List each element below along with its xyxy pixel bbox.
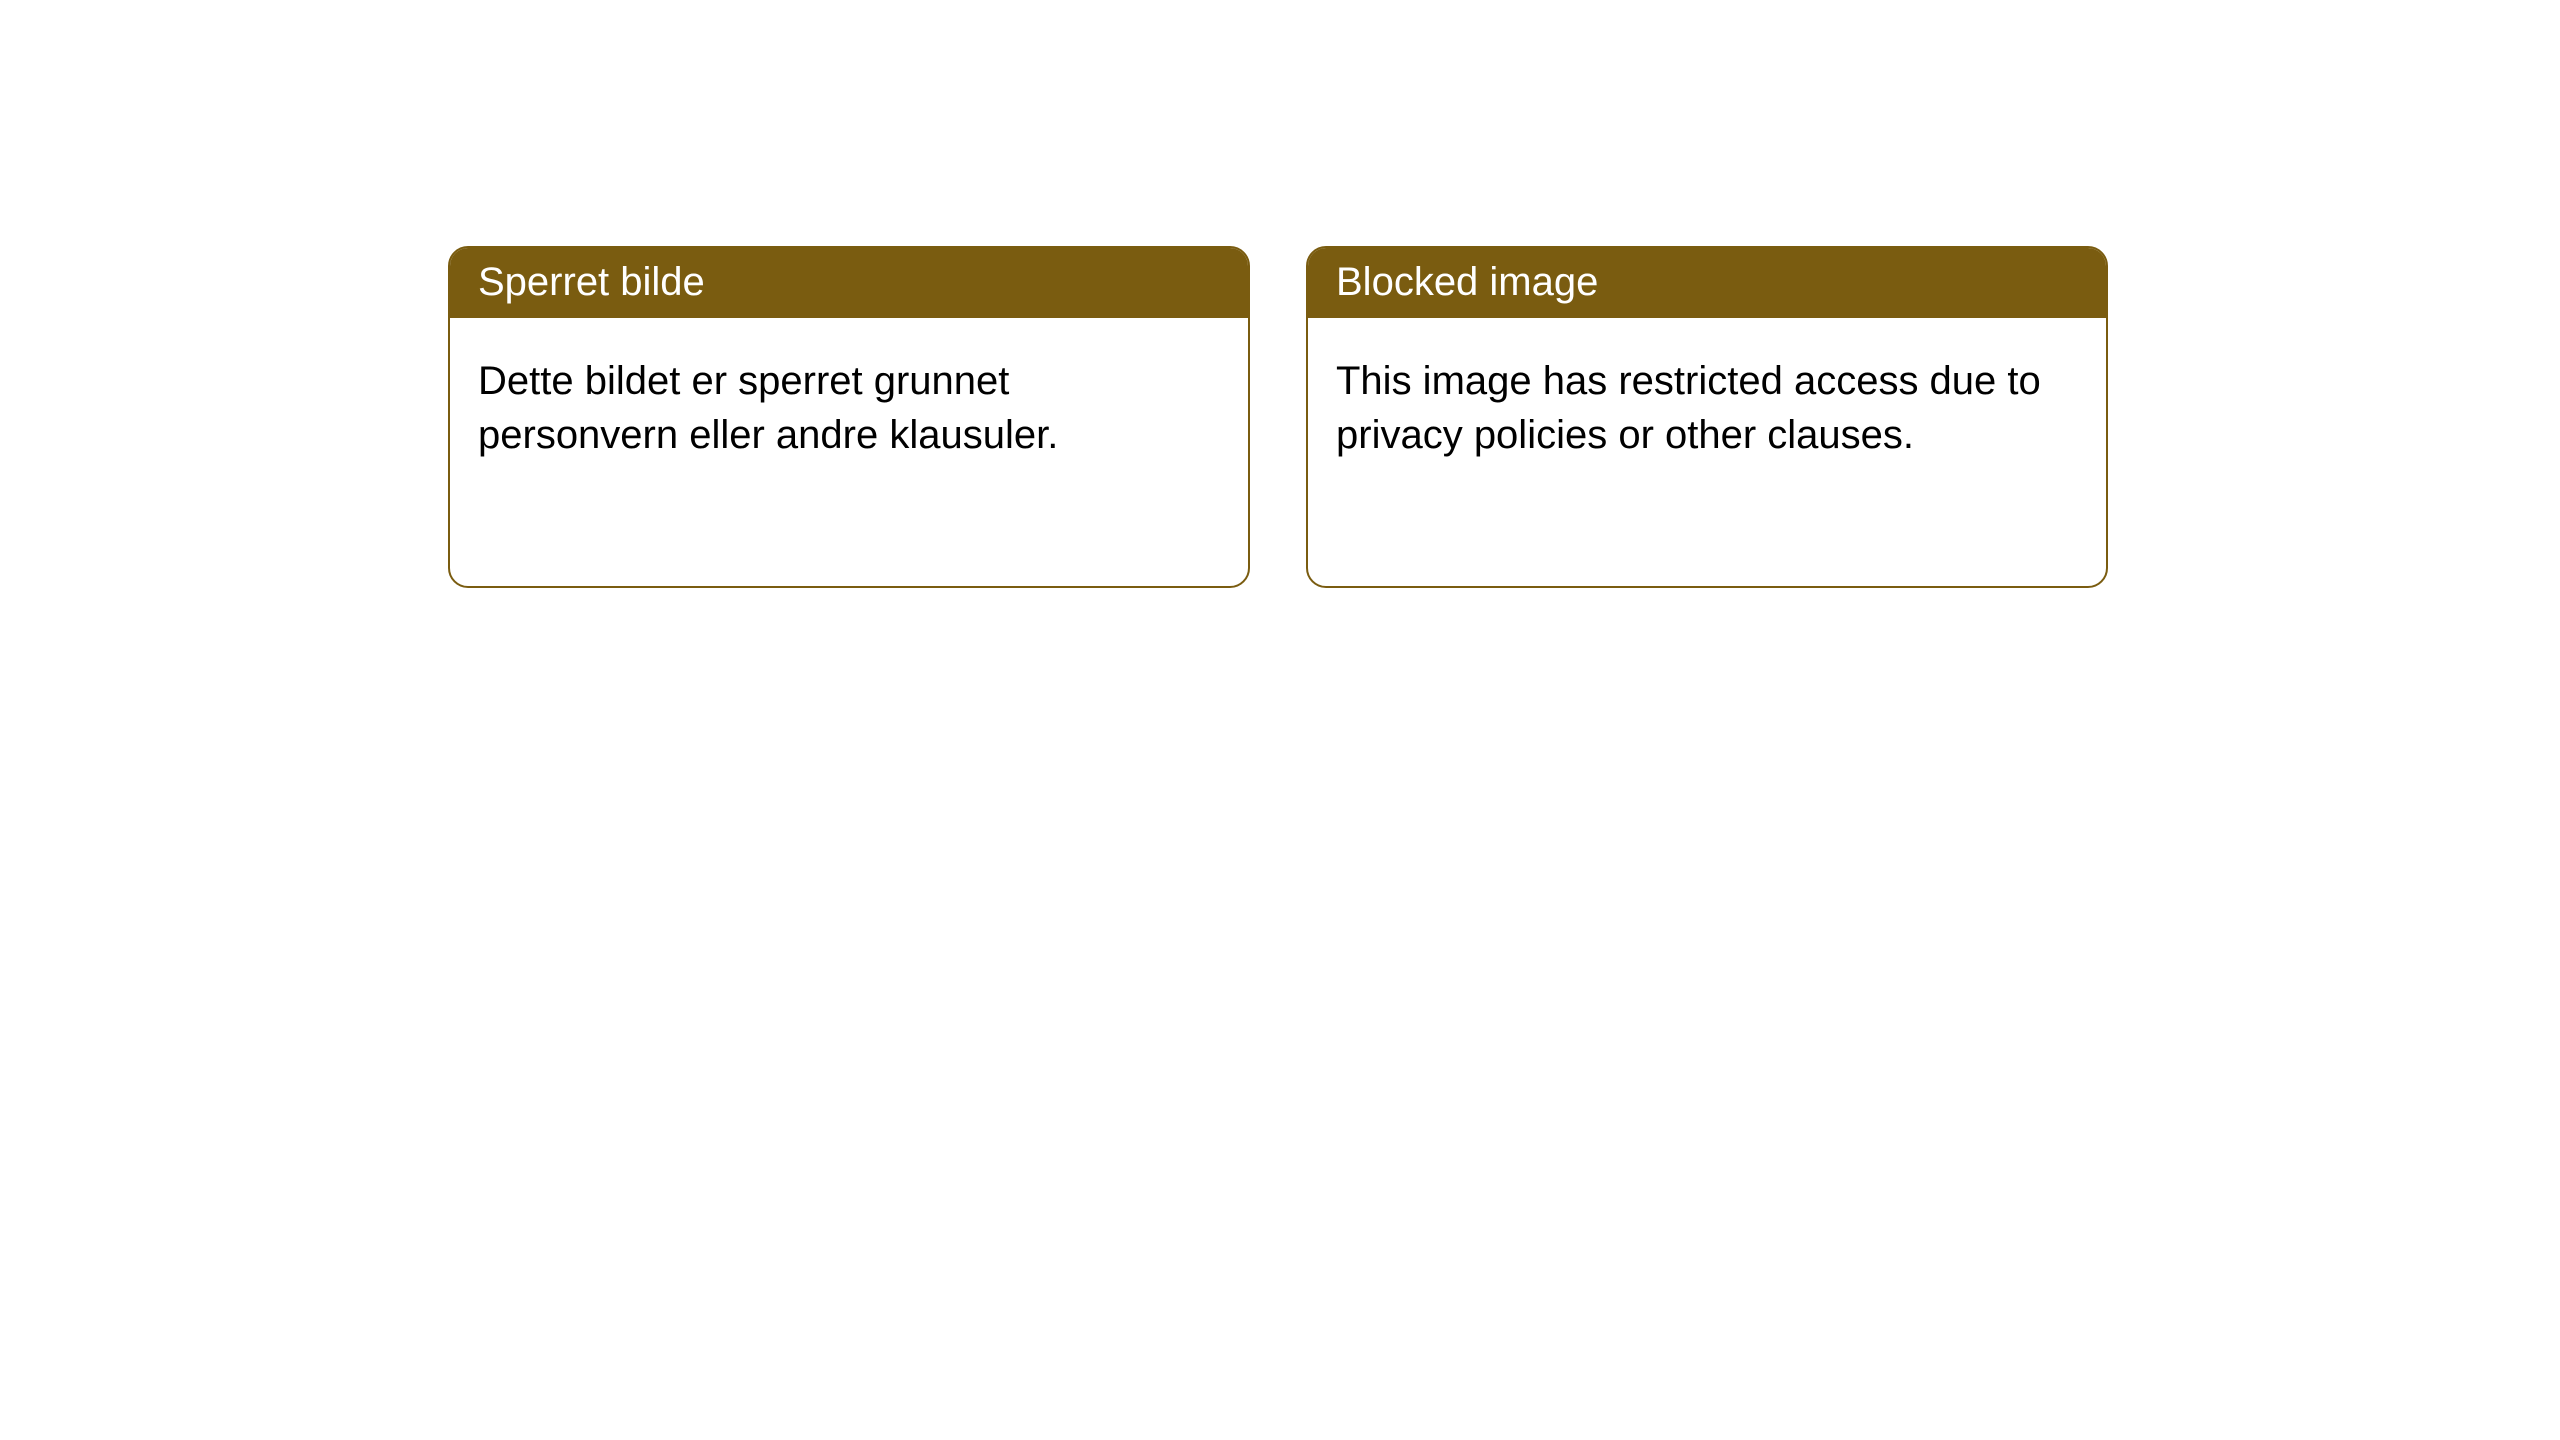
card-body-norwegian: Dette bildet er sperret grunnet personve… xyxy=(450,318,1248,586)
card-header-english: Blocked image xyxy=(1308,248,2106,318)
blocked-image-card-norwegian: Sperret bilde Dette bildet er sperret gr… xyxy=(448,246,1250,588)
card-body-english: This image has restricted access due to … xyxy=(1308,318,2106,586)
card-header-norwegian: Sperret bilde xyxy=(450,248,1248,318)
blocked-image-card-english: Blocked image This image has restricted … xyxy=(1306,246,2108,588)
notice-container: Sperret bilde Dette bildet er sperret gr… xyxy=(0,0,2560,588)
